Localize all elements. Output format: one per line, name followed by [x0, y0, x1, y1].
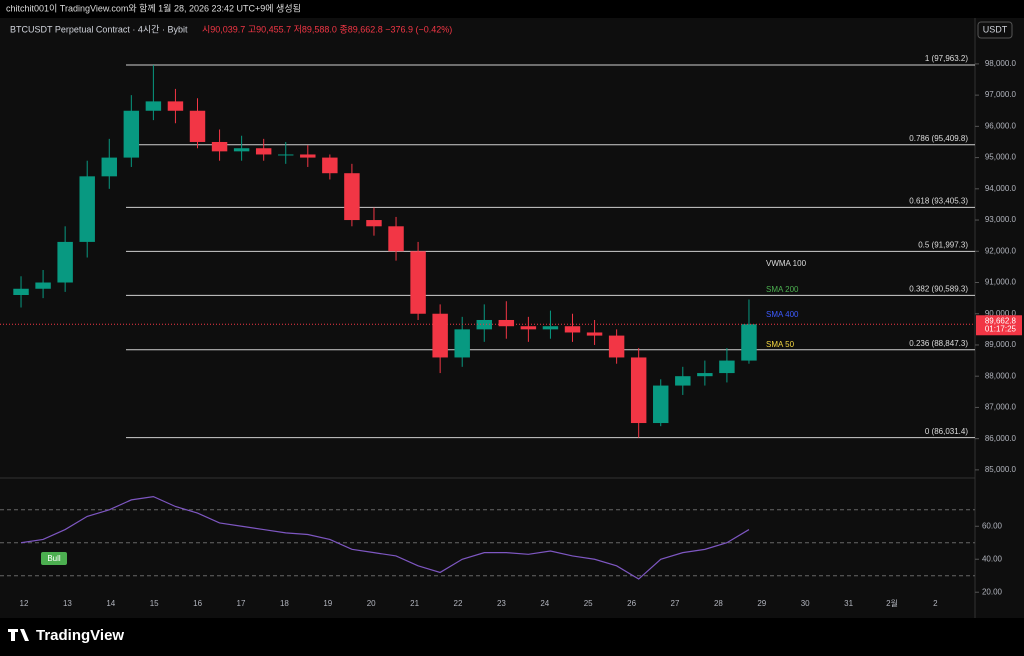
price-tick-label: 92,000.0 — [985, 246, 1017, 255]
last-price-label: 89,662.8 — [985, 316, 1017, 325]
rsi-tick-label: 20.00 — [982, 587, 1003, 596]
candle-body — [741, 324, 757, 361]
candle-body — [300, 154, 316, 158]
chart-title: BTCUSDT Perpetual Contract · 4시간 · Bybit — [10, 24, 188, 34]
date-label: 14 — [106, 599, 115, 608]
candle-body — [189, 110, 206, 142]
ohlc: 시90,039.7 고90,455.7 저89,588.0 종89,662.8 … — [202, 24, 452, 34]
candle-body — [344, 173, 360, 221]
rsi-tick-label: 60.00 — [982, 521, 1003, 530]
price-tick-label: 94,000.0 — [985, 184, 1017, 193]
currency[interactable]: USDT — [983, 24, 1008, 34]
candle-body — [57, 241, 73, 283]
date-label: 17 — [237, 599, 246, 608]
candle-body — [101, 157, 117, 177]
rsi-line — [20, 495, 750, 580]
date-label: 30 — [801, 599, 810, 608]
fib-label: 0.5 (91,997.3) — [918, 240, 968, 249]
indicator-label: SMA 200 — [766, 285, 799, 294]
fib-label: 0 (86,031.4) — [925, 427, 968, 436]
date-label: 29 — [757, 599, 766, 608]
price-tick-label: 98,000.0 — [985, 59, 1017, 68]
candle-body — [586, 332, 603, 336]
date-label: 13 — [63, 599, 72, 608]
candle-body — [278, 154, 294, 156]
date-label: 18 — [280, 599, 289, 608]
date-label: 25 — [584, 599, 593, 608]
date-label: 2월 — [886, 598, 898, 608]
date-label: 20 — [367, 599, 376, 608]
date-label: 26 — [627, 599, 636, 608]
fib-label: 1 (97,963.2) — [925, 54, 968, 63]
price-tick-label: 90,000.0 — [985, 309, 1017, 318]
candle-body — [542, 326, 559, 330]
price-tick-label: 88,000.0 — [985, 371, 1017, 380]
price-tick-label: 87,000.0 — [985, 403, 1017, 412]
date-label: 22 — [454, 599, 463, 608]
countdown: 01:17:25 — [985, 324, 1017, 333]
date-label: 16 — [193, 599, 202, 608]
candle-body — [697, 373, 713, 377]
price-tick-label: 93,000.0 — [985, 215, 1017, 224]
candle-body — [366, 220, 382, 227]
candle-body — [630, 357, 647, 424]
candle-body — [79, 176, 95, 242]
price-tick-label: 95,000.0 — [985, 153, 1017, 162]
candle-body — [454, 329, 470, 358]
chart-area — [0, 18, 1024, 618]
brand[interactable]: TradingView — [36, 627, 124, 644]
candle-body — [35, 282, 51, 289]
price-tick-label: 96,000.0 — [985, 121, 1017, 130]
indicator-label: SMA 400 — [766, 310, 799, 319]
candle-body — [653, 385, 669, 424]
indicator-label: SMA 50 — [766, 340, 795, 349]
caption: chitchit001이 TradingView.com와 함께 1월 28, … — [6, 2, 301, 13]
candle-body — [123, 110, 140, 158]
candle-body — [498, 319, 515, 327]
candle-body — [719, 360, 735, 374]
candle-body — [167, 101, 184, 111]
date-label: 12 — [20, 599, 29, 608]
currency-box[interactable] — [977, 21, 1013, 39]
date-label: 21 — [410, 599, 419, 608]
candle-body — [211, 141, 228, 152]
candle-body — [322, 157, 338, 174]
price-tick-label: 89,000.0 — [985, 340, 1017, 349]
price-tick-label: 91,000.0 — [985, 278, 1017, 287]
fib-label: 0.382 (90,589.3) — [909, 284, 968, 293]
date-label: 15 — [150, 599, 159, 608]
date-label: 28 — [714, 599, 723, 608]
candle-body — [608, 335, 625, 358]
date-label: 27 — [671, 599, 680, 608]
candle-body — [410, 251, 426, 314]
last-price-box — [976, 315, 1022, 336]
date-label: 19 — [323, 599, 332, 608]
price-tick-label: 85,000.0 — [985, 465, 1017, 474]
candle-body — [13, 288, 29, 295]
fib-label: 0.618 (93,405.3) — [909, 197, 968, 206]
candle-body — [145, 101, 162, 111]
price-tick-label: 97,000.0 — [985, 90, 1017, 99]
candle-body — [520, 326, 537, 330]
candle-body — [564, 326, 581, 333]
fib-label: 0.236 (88,847.3) — [909, 339, 968, 348]
fib-label: 0.786 (95,409.8) — [909, 134, 968, 143]
candle-body — [476, 319, 492, 330]
date-label: 24 — [540, 599, 549, 608]
indicator-label: VWMA 100 — [766, 259, 807, 268]
candle-body — [388, 226, 404, 252]
brand-logo — [8, 629, 29, 641]
date-label: 23 — [497, 599, 506, 608]
date-label: 31 — [844, 599, 853, 608]
candle-body — [233, 148, 250, 152]
price-tick-label: 86,000.0 — [985, 434, 1017, 443]
signal-label: Bull — [47, 554, 61, 563]
date-label: 2 — [933, 599, 938, 608]
rsi-tick-label: 40.00 — [982, 554, 1003, 563]
candle-body — [432, 313, 448, 358]
signal-box — [41, 552, 67, 565]
candle-body — [675, 376, 691, 386]
candle-body — [255, 148, 272, 155]
